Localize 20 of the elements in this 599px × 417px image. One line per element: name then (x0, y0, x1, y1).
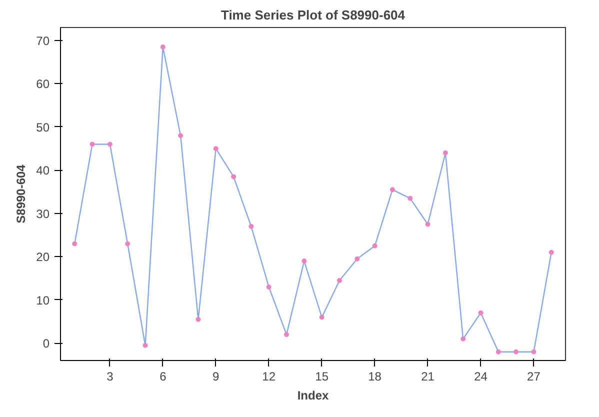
x-tick-label: 9 (212, 370, 220, 384)
y-tick-label: 10 (36, 293, 50, 308)
x-tick-label: 27 (527, 370, 541, 384)
x-tick-label: 21 (421, 370, 435, 384)
x-tick-label: 15 (315, 370, 329, 384)
chart-title: Time Series Plot of S8990-604 (220, 8, 406, 22)
y-tick-label: 20 (36, 250, 50, 264)
x-tick-label: 6 (160, 370, 167, 384)
x-tick-label: 12 (262, 370, 276, 384)
y-tick-label: 40 (36, 164, 50, 178)
x-tick-label: 18 (368, 370, 382, 384)
y-tick-label: 70 (36, 34, 50, 48)
y-axis-title: S8990-604 (14, 164, 28, 224)
x-tick-label: 3 (106, 370, 114, 384)
x-tick-label: 24 (474, 370, 488, 384)
x-axis-title: Index (297, 388, 329, 402)
y-tick-label: 50 (36, 120, 50, 134)
y-tick-label: 0 (42, 336, 50, 351)
y-tick-label: 60 (36, 77, 50, 92)
y-tick-label: 30 (36, 206, 50, 221)
